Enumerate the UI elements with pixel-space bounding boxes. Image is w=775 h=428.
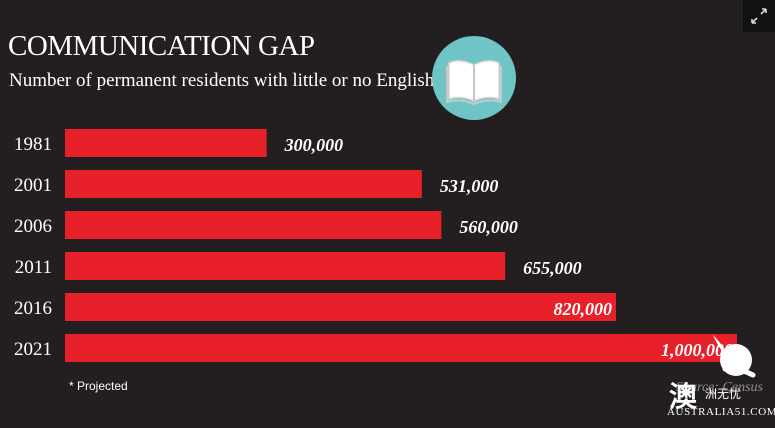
bar-2016	[65, 293, 617, 321]
year-label-2001: 2001	[14, 175, 52, 196]
year-label-2016: 2016	[14, 298, 52, 319]
bar-1981	[65, 129, 267, 157]
kangaroo-icon	[713, 335, 756, 378]
value-label-2001: 531,000	[440, 176, 499, 196]
year-label-2006: 2006	[14, 216, 52, 237]
bar-2021	[65, 334, 737, 362]
bar-2001	[65, 170, 422, 198]
value-label-2016: 820,000	[554, 299, 613, 319]
value-label-2011: 655,000	[523, 258, 582, 278]
value-label-2006: 560,000	[459, 217, 518, 237]
footnote: * Projected	[69, 379, 128, 393]
expand-button[interactable]	[743, 0, 775, 32]
value-label-1981: 300,000	[284, 135, 344, 155]
watermark-cn-main: 澳	[669, 380, 698, 413]
chart-title: COMMUNICATION GAP	[8, 30, 315, 62]
watermark-en: AUSTRALIA51.COM	[667, 406, 775, 418]
year-label-1981: 1981	[14, 134, 52, 155]
value-label-2021: 1,000,000	[661, 340, 733, 360]
bar-2011	[65, 252, 506, 280]
bar-2006	[65, 211, 442, 239]
expand-icon	[751, 8, 767, 24]
year-label-2011: 2011	[15, 257, 52, 278]
year-label-2021: 2021	[14, 339, 52, 360]
watermark-logo: 澳 洲无忧 AUSTRALIA51.COM	[665, 335, 775, 423]
watermark-cn-sub: 洲无忧	[705, 387, 742, 401]
source-note: Source: Census	[676, 380, 763, 395]
open-book-icon	[432, 36, 516, 120]
chart-subtitle: Number of permanent residents with littl…	[9, 70, 435, 91]
